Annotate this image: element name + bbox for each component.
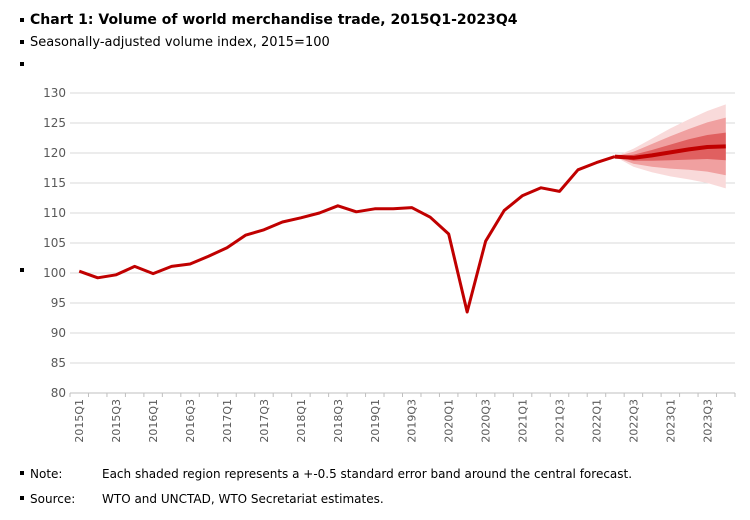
x-tick-label: 2022Q3 [627, 399, 640, 443]
y-tick-label: 115 [43, 176, 66, 190]
y-tick-label: 110 [43, 206, 66, 220]
x-tick-label: 2021Q1 [517, 399, 530, 443]
x-tick-label: 2023Q3 [701, 399, 714, 443]
x-tick-label: 2017Q3 [258, 399, 271, 443]
y-tick-label: 105 [43, 236, 66, 250]
x-tick-label: 2023Q1 [664, 399, 677, 443]
x-tick-label: 2019Q1 [369, 399, 382, 443]
x-tick-label: 2022Q1 [590, 399, 603, 443]
forecast-line [614, 144, 726, 160]
chart-subtitle: Seasonally-adjusted volume index, 2015=1… [30, 35, 330, 50]
actual-line [78, 155, 616, 314]
x-tick-label: 2017Q1 [221, 399, 234, 443]
x-tick-label: 2015Q1 [73, 399, 86, 443]
bullet [20, 40, 24, 44]
source-label: Source: [30, 492, 75, 506]
note-text: Each shaded region represents a +-0.5 st… [102, 467, 632, 481]
x-tick-label: 2020Q1 [443, 399, 456, 443]
x-tick-label: 2018Q1 [295, 399, 308, 443]
y-tick-label: 85 [51, 356, 66, 370]
source-text: WTO and UNCTAD, WTO Secretariat estimate… [102, 492, 384, 506]
note-label: Note: [30, 467, 62, 481]
x-tick-label: 2018Q3 [332, 399, 345, 443]
y-tick-label: 125 [43, 116, 66, 130]
y-tick-label: 90 [51, 326, 66, 340]
y-tick-label: 95 [51, 296, 66, 310]
chart-title: Chart 1: Volume of world merchandise tra… [30, 12, 518, 28]
bullet [20, 268, 24, 272]
x-tick-label: 2016Q1 [147, 399, 160, 443]
y-tick-label: 130 [43, 86, 66, 100]
bullet [20, 62, 24, 66]
y-tick-label: 100 [43, 266, 66, 280]
y-tick-label: 80 [51, 386, 66, 400]
x-tick-label: 2019Q3 [406, 399, 419, 443]
y-tick-label: 120 [43, 146, 66, 160]
x-tick-label: 2016Q3 [184, 399, 197, 443]
bullet [20, 471, 24, 475]
error-band [614, 132, 726, 161]
bullet [20, 496, 24, 500]
bullet [20, 18, 24, 22]
x-tick-label: 2020Q3 [480, 399, 493, 443]
x-tick-label: 2021Q3 [554, 399, 567, 443]
x-tick-label: 2015Q3 [110, 399, 123, 443]
